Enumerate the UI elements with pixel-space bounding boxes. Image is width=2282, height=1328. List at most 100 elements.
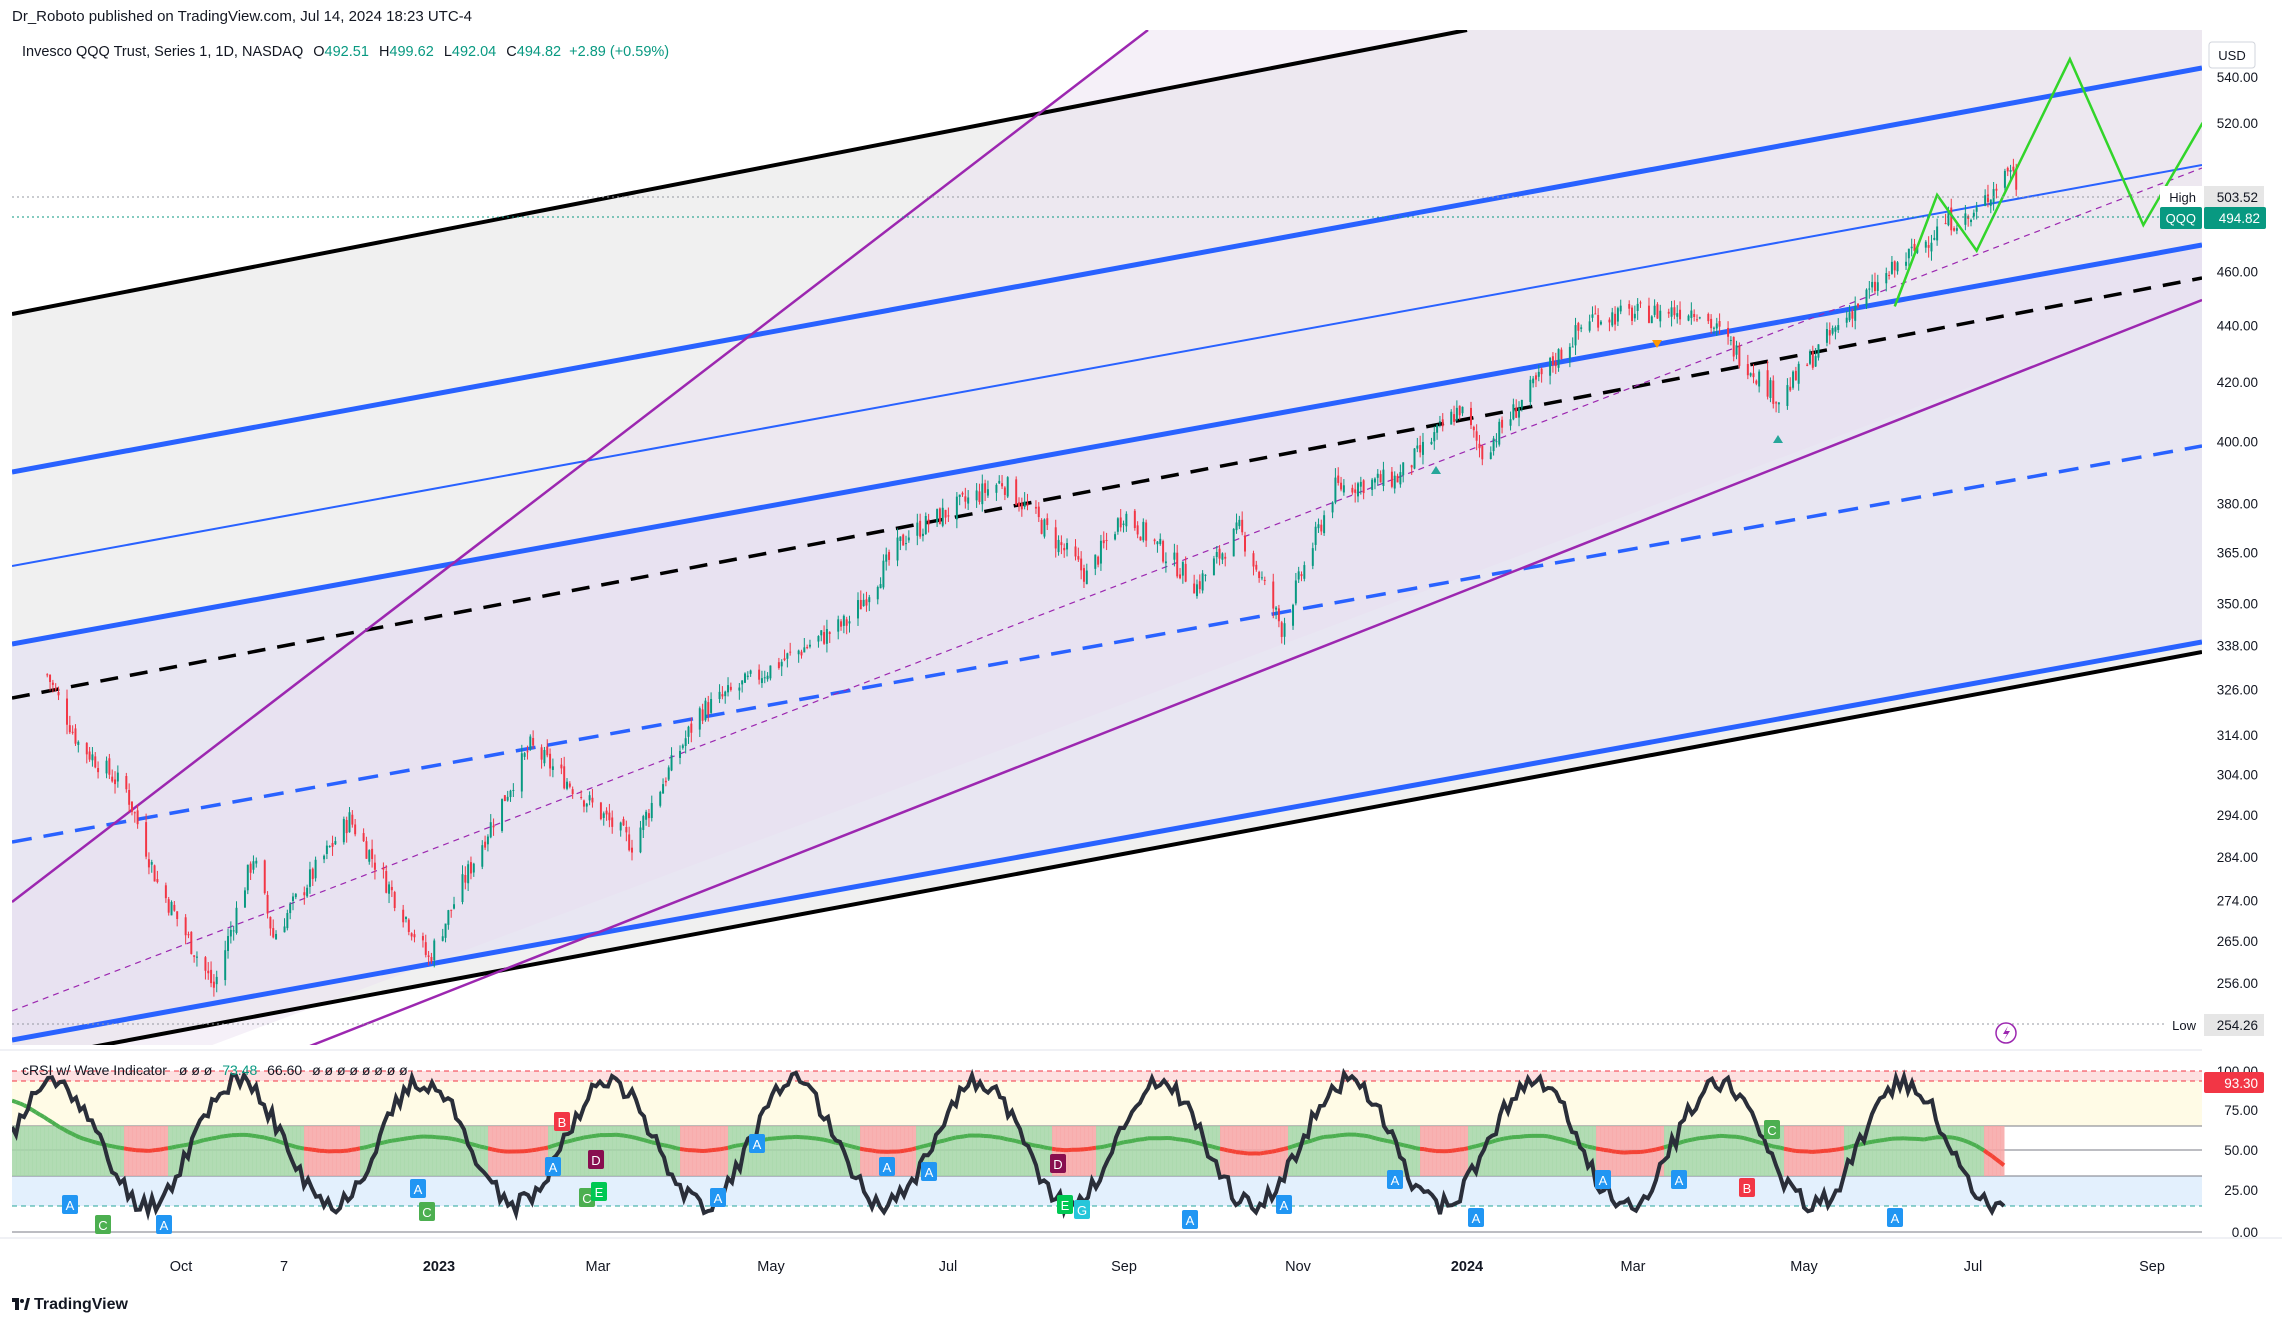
wave-zone [404,1126,409,1176]
wave-ma-segment [1227,1148,1233,1154]
candle-body [1594,313,1597,315]
candle-body [1876,282,1879,291]
wave-ma-segment [131,1147,137,1153]
time-axis-label: May [757,1259,785,1275]
symbol-title[interactable]: Invesco QQQ Trust, Series 1, 1D, NASDAQ [22,44,304,60]
candle-body [292,896,294,902]
wave-zone [304,1126,309,1176]
candle-body [1650,316,1653,324]
wave-ma-segment [1998,1160,2006,1167]
projection-zigzag[interactable] [1893,56,2203,307]
time-axis[interactable]: Oct 7 2023 Mar May Jul Sep Nov 2024 Mar May Jul Sep [170,1259,2165,1275]
candle-body [1331,502,1334,513]
wave-ma-segment [263,1135,269,1141]
wave-zone [1848,1126,1853,1176]
wave-zone [80,1126,85,1176]
time-axis-label: Oct [170,1259,193,1275]
wave-zone [960,1126,965,1176]
wave-zone [1300,1126,1305,1176]
wave-ma-segment [183,1142,189,1148]
wave-zone [1880,1126,1885,1176]
wave-zone [1744,1126,1749,1176]
outer-channel-bottom[interactable] [12,650,2202,1062]
candle-body [625,826,628,833]
wave-ma-segment [1599,1147,1605,1152]
candle-body [88,751,91,760]
candle-body [306,887,309,897]
blue-channel-mid[interactable] [12,444,2202,844]
wave-ma-segment [915,1145,921,1151]
candle-body [1873,281,1876,292]
blue-upper-top[interactable] [12,65,2202,475]
candle-body [1868,288,1871,290]
currency-button[interactable] [2208,41,2256,69]
candle-body [526,751,529,753]
candle-body [944,509,947,518]
wave-zone [844,1126,849,1176]
candle-body [1933,237,1936,240]
wave-ma-segment [635,1135,641,1141]
candle-body [1416,445,1419,449]
blue-channel-top[interactable] [12,242,2202,647]
outer-channel-mid[interactable] [12,276,2202,700]
purple-channel-bottom[interactable] [300,298,2202,1050]
candle-body [1255,564,1258,570]
tradingview-logo[interactable]: TradingView [12,1296,128,1314]
wave-ma-segment [827,1138,833,1144]
wave-ma-segment [1651,1147,1657,1153]
price-axis-label: 400.00 [2217,434,2258,449]
candle-body [1164,561,1167,564]
wave-zone [952,1126,957,1176]
wave-ma-segment [287,1142,293,1148]
purple-channel-top[interactable] [12,30,1149,903]
candle-body [902,534,905,546]
wave-ma-segment [215,1134,221,1140]
wave-ma-segment [1507,1135,1513,1140]
outer-channel-top[interactable] [12,30,1468,316]
wave-ma-segment [723,1145,729,1151]
wave-zone [168,1126,173,1176]
wave-zone [1104,1126,1109,1176]
wave-zone [456,1126,461,1176]
svg-text:A: A [1472,1211,1481,1226]
candle-body [311,868,314,880]
wave-ma-segment [459,1138,465,1144]
candle-body [1698,317,1701,319]
wave-zone [1208,1126,1213,1176]
wave-zone [968,1126,973,1176]
wave-ma-segment [483,1145,489,1151]
candle-body [1176,552,1179,577]
upper-zone [12,1081,2202,1126]
wave-zone [1416,1126,1421,1176]
candle-body [1557,349,1560,368]
wave-zone [480,1126,485,1176]
wave-zone [88,1126,93,1176]
candle-body [1628,304,1631,309]
candle-body [210,969,213,984]
candle-body [1930,242,1933,252]
blue-channel-bottom[interactable] [12,639,2202,1043]
candle-body [837,619,840,632]
blue-upper-mid[interactable] [12,164,2202,567]
candle-body [1687,315,1690,321]
price-axis-label: 304.00 [2217,767,2258,782]
wave-zone [548,1126,553,1176]
candle-body [1097,556,1100,565]
candle-body [1690,310,1693,318]
indicator-name[interactable]: cRSI w/ Wave Indicator [22,1062,167,1078]
wave-zone [1540,1126,1545,1176]
price-axis-label: 380.00 [2217,497,2258,512]
candle-body [777,662,780,669]
candle-body [66,698,68,725]
candle-body [1114,534,1117,540]
wave-zone [1524,1126,1529,1176]
candle-body [1323,515,1326,534]
candle-body [351,814,354,825]
candle-body [763,677,766,679]
currency-label: USD [2218,48,2245,63]
candle-body [153,865,156,882]
wave-zone [1680,1126,1685,1176]
wave-zone [1876,1126,1881,1176]
wave-ma-segment [39,1113,45,1119]
